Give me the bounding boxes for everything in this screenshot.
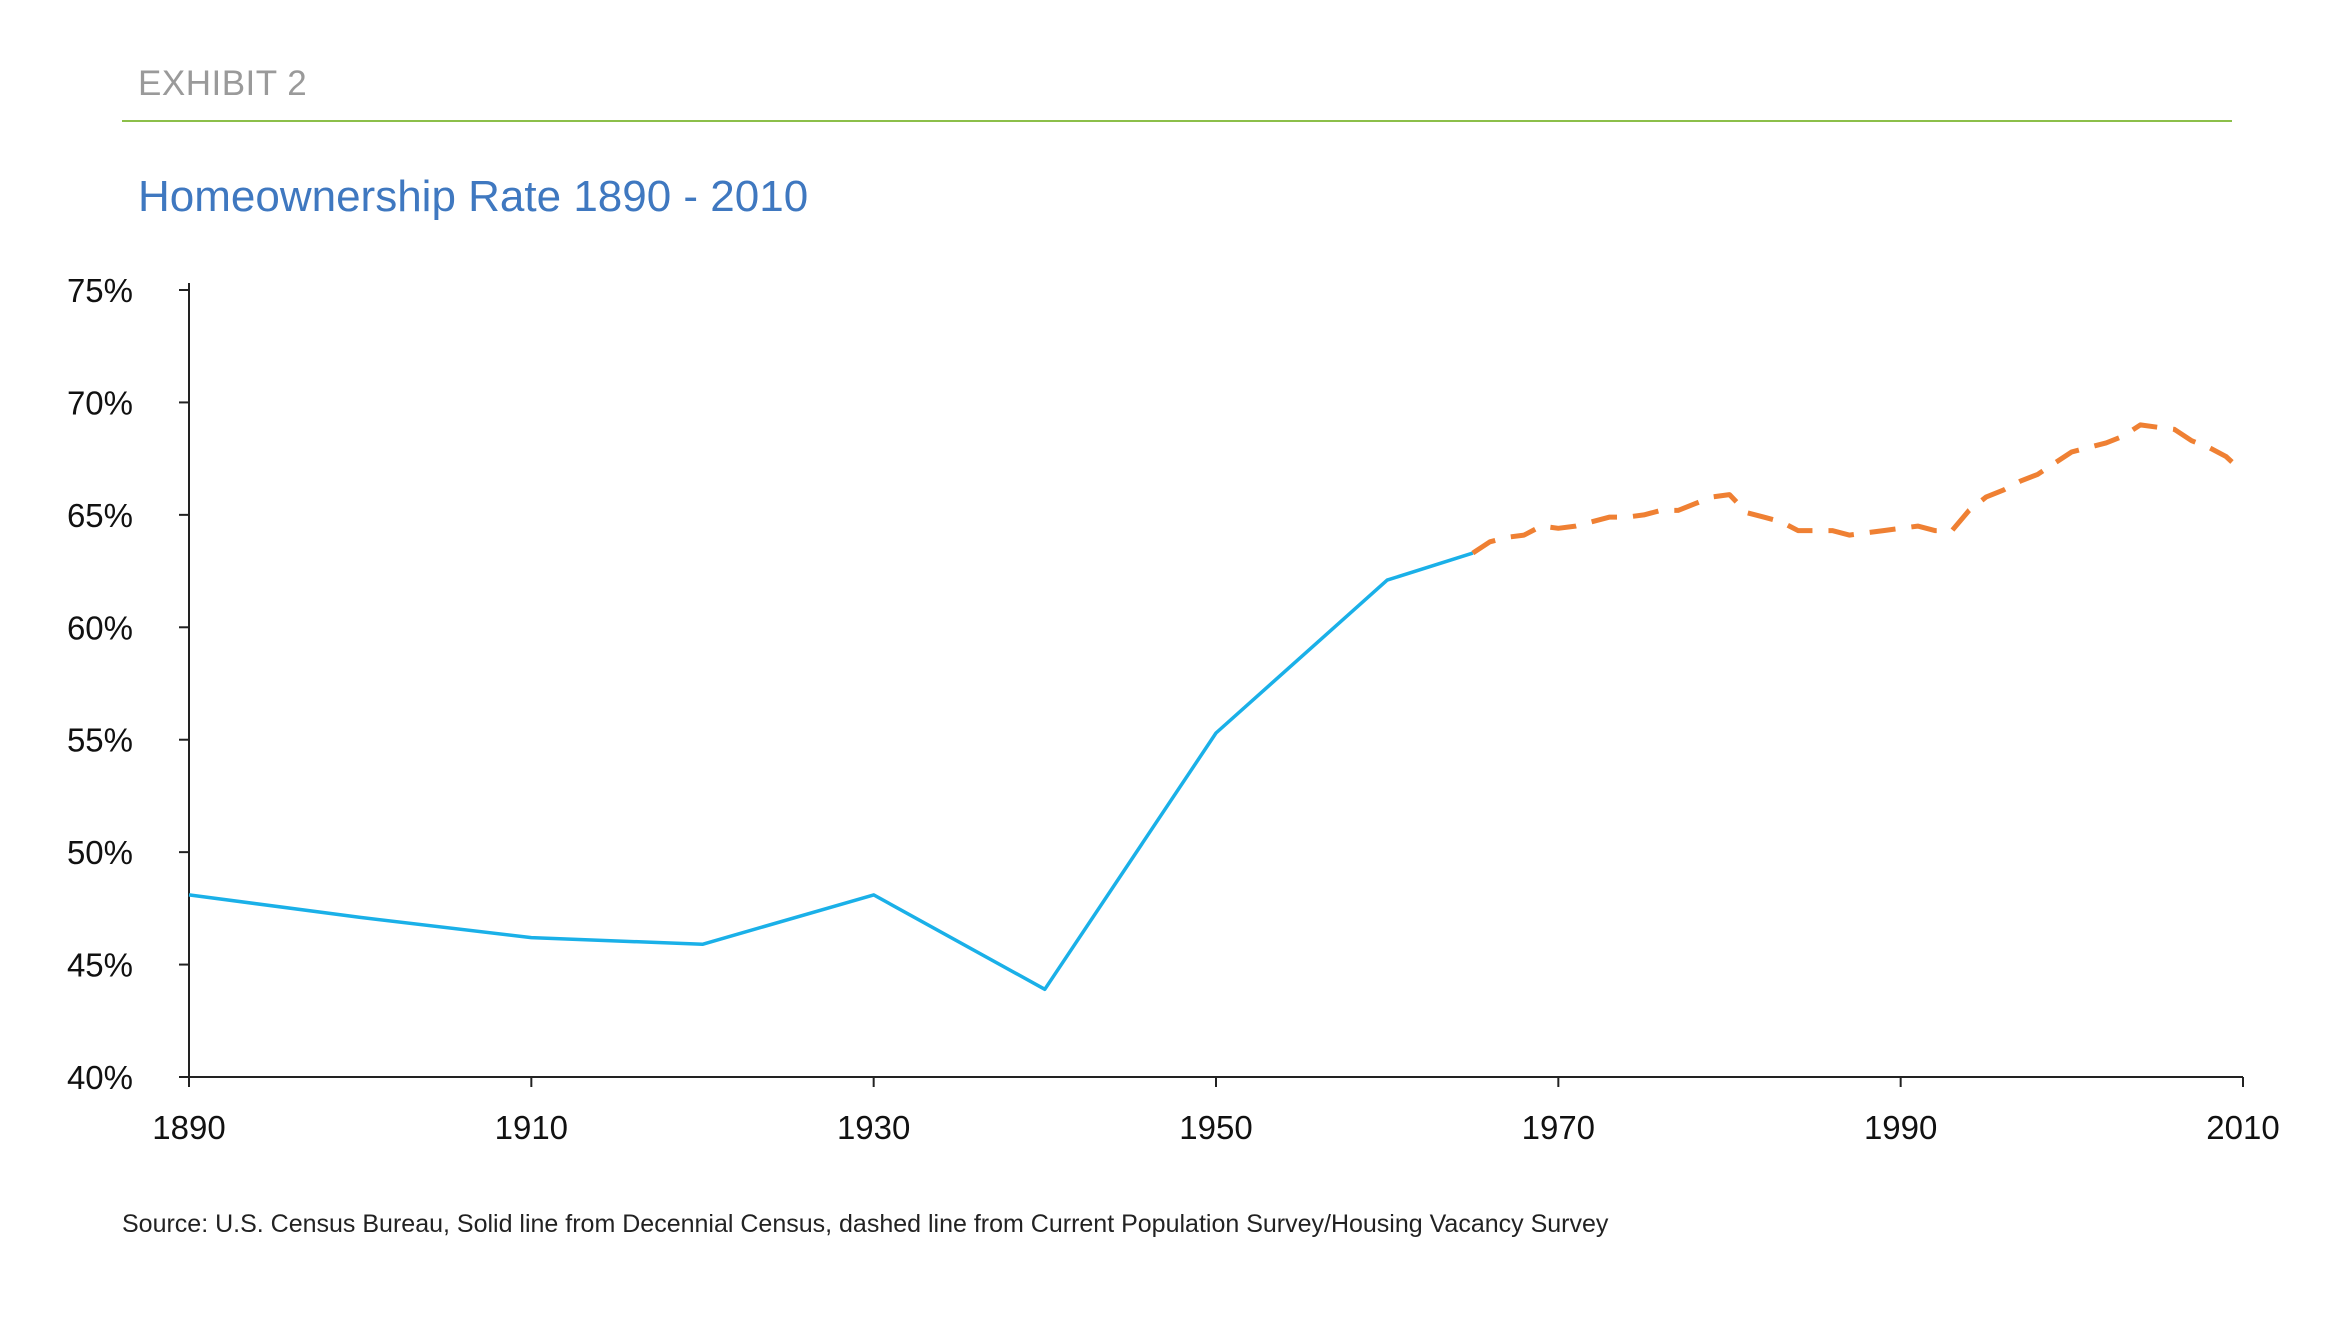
source-note: Source: U.S. Census Bureau, Solid line f… [122, 1210, 1609, 1238]
series-line-dashed [1471, 422, 2245, 556]
y-tick-label: 75% [67, 272, 133, 309]
y-tick-label: 70% [67, 384, 133, 421]
x-tick-label: 1890 [152, 1109, 225, 1146]
x-axis-ticks: 1890 1910 1930 1950 1970 1990 2010 [152, 1077, 2280, 1146]
x-tick-label: 1950 [1179, 1109, 1252, 1146]
series-line-solid [188, 551, 1474, 992]
y-tick-label: 60% [67, 609, 133, 646]
x-tick-label: 2010 [2206, 1109, 2279, 1146]
y-tick-label: 40% [67, 1059, 133, 1096]
chart-title: Homeownership Rate 1890 - 2010 [138, 172, 809, 221]
x-tick-label: 1990 [1864, 1109, 1937, 1146]
exhibit-label: EXHIBIT 2 [138, 64, 308, 103]
y-tick-label: 50% [67, 834, 133, 871]
y-tick-label: 65% [67, 497, 133, 534]
y-tick-label: 45% [67, 947, 133, 984]
y-tick-label: 55% [67, 722, 133, 759]
series-layer [188, 422, 2245, 992]
x-tick-label: 1970 [1522, 1109, 1595, 1146]
header-divider [122, 120, 2232, 122]
y-axis-ticks: 40% 45% 50% 55% 60% 65% 70% 75% [67, 272, 189, 1096]
x-tick-label: 1930 [837, 1109, 910, 1146]
x-tick-label: 1910 [495, 1109, 568, 1146]
